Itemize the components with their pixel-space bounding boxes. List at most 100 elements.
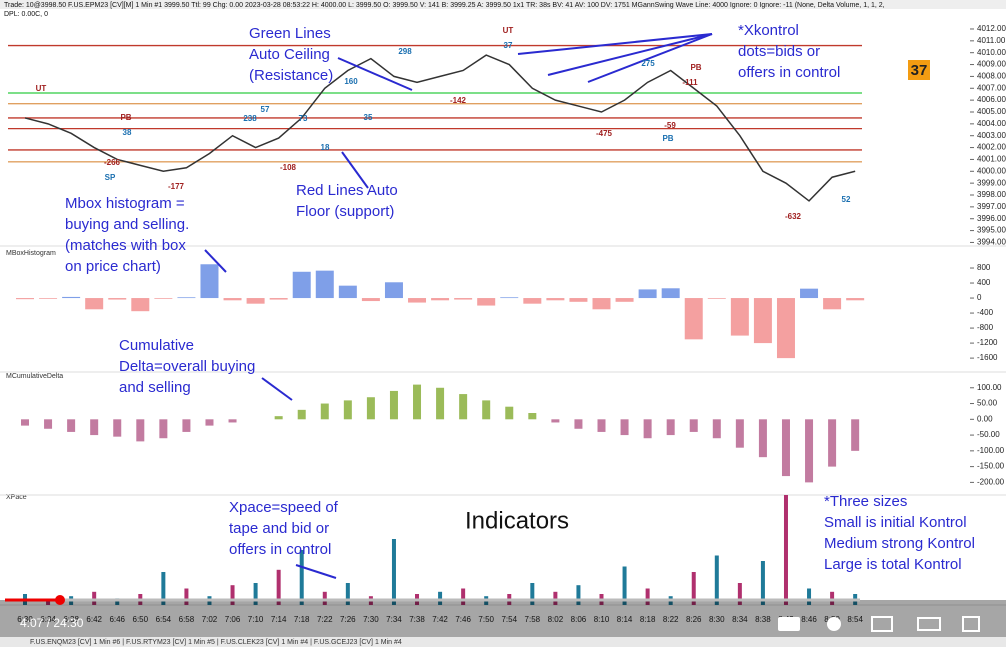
- theater-button[interactable]: [917, 617, 941, 631]
- y-tick-label: 3998.00: [977, 190, 1006, 199]
- y-tick-label: 4010.00: [977, 48, 1006, 57]
- x-tick-label: 7:46: [455, 615, 471, 624]
- annotation: (matches with box: [65, 237, 186, 254]
- y-tick-label: 3997.00: [977, 202, 1006, 211]
- cumdelta-bar: [620, 419, 629, 436]
- xpace-bar: [622, 566, 627, 605]
- x-tick-label: 7:22: [317, 615, 333, 624]
- mbox-bar: [177, 297, 196, 299]
- x-tick-label: 7:02: [202, 615, 218, 624]
- mbox-bar: [546, 298, 565, 301]
- annotation: Small is initial Kontrol: [824, 514, 967, 531]
- cumdelta-bar: [113, 419, 122, 437]
- tabs[interactable]: F.US.ENQM23 [CV] 1 Min #6 | F.US.RTYM23 …: [30, 639, 402, 646]
- swing-label: UT: [36, 84, 47, 93]
- annotation: Mbox histogram =: [65, 195, 185, 212]
- xpace-bar: [161, 572, 166, 605]
- arrows: [204, 33, 713, 579]
- swing-label: 52: [842, 195, 851, 204]
- cumdelta-bar: [805, 419, 814, 483]
- mbox-bar: [85, 298, 104, 310]
- swing-label: 238: [243, 114, 257, 123]
- x-tick-label: 7:42: [432, 615, 448, 624]
- xpace-bar: [530, 583, 535, 605]
- mbox-bar: [615, 298, 634, 302]
- cumdelta-bar: [505, 406, 514, 420]
- xpace-bar: [92, 591, 97, 605]
- overlay-title: Indicators: [465, 507, 569, 534]
- progress-handle[interactable]: [55, 595, 65, 605]
- swing-label: -108: [280, 163, 297, 172]
- mbox-bar: [730, 298, 749, 336]
- mbox-bar: [154, 298, 173, 299]
- xpace-bar: [691, 572, 696, 605]
- mbox-bar: [292, 271, 311, 299]
- header-sub: DPL: 0.00C, 0: [4, 11, 48, 18]
- y-tick-label: 4012.00: [977, 24, 1006, 33]
- mbox-bar: [338, 285, 357, 299]
- panel-label: MCumulativeDelta: [6, 373, 63, 380]
- cumdelta-bar: [574, 419, 583, 429]
- y-tick-label: -50.00: [977, 430, 1000, 439]
- fullscreen-button[interactable]: [962, 616, 980, 632]
- cumdelta-bar: [758, 419, 767, 458]
- x-tick-label: 7:50: [478, 615, 494, 624]
- x-tick-label: 8:14: [617, 615, 633, 624]
- swing-label: UT: [503, 26, 514, 35]
- annotation: tape and bid or: [229, 520, 329, 537]
- x-tick-label: 6:38: [63, 615, 79, 624]
- annotation: Delta=overall buying: [119, 358, 255, 375]
- miniplayer-button[interactable]: [871, 616, 893, 632]
- x-tick-label: 7:10: [248, 615, 264, 624]
- mbox-bar: [846, 298, 865, 301]
- swing-label: 35: [364, 113, 373, 122]
- y-tick-label: -100.00: [977, 446, 1005, 455]
- swing-label: -111: [682, 78, 698, 87]
- y-tick-label: 3995.00: [977, 226, 1006, 235]
- cumdelta-bar: [528, 413, 537, 420]
- header-bar: [0, 0, 1006, 9]
- cumdelta-bar: [712, 419, 721, 439]
- mbox-bar: [707, 298, 726, 299]
- annotation: *Xkontrol: [738, 22, 799, 39]
- cumdelta-bar: [136, 419, 145, 442]
- cumdelta-bar: [735, 419, 744, 448]
- annotation: Red Lines Auto: [296, 182, 398, 199]
- x-tick-label: 7:18: [294, 615, 310, 624]
- cumdelta-bar: [21, 419, 29, 426]
- settings-button[interactable]: [827, 617, 841, 631]
- cumdelta-bar: [297, 409, 306, 420]
- y-tick-label: 4006.00: [977, 95, 1006, 104]
- y-tick-label: 0.00: [977, 414, 993, 423]
- mbox-bar: [269, 298, 288, 300]
- cumdelta-bar: [274, 416, 283, 420]
- cumdelta-bar: [689, 419, 698, 432]
- annotation: Cumulative: [119, 337, 194, 354]
- x-tick-label: 8:54: [847, 615, 863, 624]
- cumdelta-bar: [366, 397, 375, 420]
- swing-label: PB: [690, 63, 701, 72]
- cc-button[interactable]: [778, 617, 800, 631]
- cumdelta-bar: [436, 387, 445, 420]
- swing-label: 37: [504, 41, 513, 50]
- x-tick-label: 6:54: [156, 615, 172, 624]
- xpace-bar: [276, 569, 281, 605]
- cumdelta-bar: [67, 419, 76, 432]
- y-tick-label: 3999.00: [977, 178, 1006, 187]
- x-tick-label: 6:34: [40, 615, 56, 624]
- x-tick-label: 8:30: [709, 615, 725, 624]
- xpace-bar: [737, 583, 742, 605]
- x-tick-label: 7:26: [340, 615, 356, 624]
- x-tick-label: 8:46: [801, 615, 817, 624]
- mbox-bar: [384, 282, 403, 299]
- swing-label: PB: [120, 113, 131, 122]
- mbox-bar: [108, 298, 127, 300]
- xpace-bar: [461, 588, 466, 605]
- x-tick-label: 6:50: [133, 615, 149, 624]
- cumdelta-bar: [551, 419, 560, 423]
- mbox-bar: [523, 298, 542, 304]
- y-tick-label: 400: [977, 278, 991, 287]
- xpace-bar: [783, 495, 788, 605]
